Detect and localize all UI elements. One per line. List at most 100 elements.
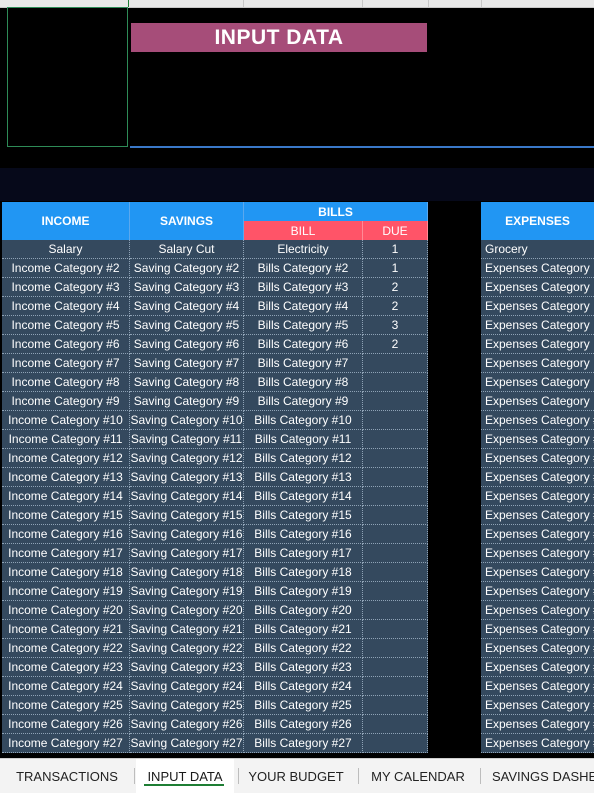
expense-cell[interactable]: Expenses Category <box>481 335 594 354</box>
savings-cell[interactable]: Saving Category #22 <box>130 639 244 658</box>
expense-cell[interactable]: Expenses Category <box>481 316 594 335</box>
bill-cell[interactable]: Bills Category #23 <box>244 658 363 677</box>
bill-cell[interactable]: Bills Category #13 <box>244 468 363 487</box>
bill-cell[interactable]: Bills Category #7 <box>244 354 363 373</box>
expense-cell[interactable]: Expenses Category # <box>481 468 594 487</box>
expense-cell[interactable]: Expenses Category # <box>481 544 594 563</box>
savings-cell[interactable]: Saving Category #14 <box>130 487 244 506</box>
bill-cell[interactable]: Bills Category #18 <box>244 563 363 582</box>
bill-cell[interactable]: Bills Category #21 <box>244 620 363 639</box>
income-cell[interactable]: Salary <box>2 240 130 259</box>
bill-cell[interactable]: Bills Category #24 <box>244 677 363 696</box>
due-cell[interactable] <box>363 620 428 639</box>
selected-cell[interactable] <box>7 7 128 147</box>
savings-cell[interactable]: Saving Category #18 <box>130 563 244 582</box>
income-cell[interactable]: Income Category #2 <box>2 259 130 278</box>
savings-cell[interactable]: Saving Category #25 <box>130 696 244 715</box>
due-cell[interactable] <box>363 354 428 373</box>
income-cell[interactable]: Income Category #6 <box>2 335 130 354</box>
income-cell[interactable]: Income Category #24 <box>2 677 130 696</box>
bill-cell[interactable]: Bills Category #8 <box>244 373 363 392</box>
bill-cell[interactable]: Bills Category #3 <box>244 278 363 297</box>
bill-cell[interactable]: Bills Category #15 <box>244 506 363 525</box>
income-cell[interactable]: Income Category #21 <box>2 620 130 639</box>
expense-cell[interactable]: Expenses Category # <box>481 563 594 582</box>
bill-cell[interactable]: Bills Category #16 <box>244 525 363 544</box>
expense-cell[interactable]: Expenses Category # <box>481 430 594 449</box>
bill-cell[interactable]: Bills Category #20 <box>244 601 363 620</box>
income-cell[interactable]: Income Category #9 <box>2 392 130 411</box>
due-cell[interactable] <box>363 430 428 449</box>
savings-cell[interactable]: Saving Category #2 <box>130 259 244 278</box>
savings-cell[interactable]: Saving Category #3 <box>130 278 244 297</box>
savings-cell[interactable]: Saving Category #15 <box>130 506 244 525</box>
expense-cell[interactable]: Expenses Category # <box>481 658 594 677</box>
bill-cell[interactable]: Bills Category #4 <box>244 297 363 316</box>
savings-cell[interactable]: Saving Category #9 <box>130 392 244 411</box>
bill-cell[interactable]: Bills Category #19 <box>244 582 363 601</box>
income-header[interactable]: INCOME <box>2 202 130 240</box>
bill-cell[interactable]: Bills Category #26 <box>244 715 363 734</box>
savings-cell[interactable]: Salary Cut <box>130 240 244 259</box>
due-cell[interactable]: 1 <box>363 240 428 259</box>
due-cell[interactable] <box>363 715 428 734</box>
bill-cell[interactable]: Bills Category #14 <box>244 487 363 506</box>
due-cell[interactable] <box>363 468 428 487</box>
expenses-header[interactable]: EXPENSES <box>481 202 594 240</box>
bill-cell[interactable]: Bills Category #5 <box>244 316 363 335</box>
expense-cell[interactable]: Expenses Category # <box>481 620 594 639</box>
savings-cell[interactable]: Saving Category #17 <box>130 544 244 563</box>
expense-cell[interactable]: Expenses Category <box>481 259 594 278</box>
expense-cell[interactable]: Grocery <box>481 240 594 259</box>
expense-cell[interactable]: Expenses Category <box>481 278 594 297</box>
due-subheader[interactable]: DUE <box>363 221 428 240</box>
due-cell[interactable] <box>363 639 428 658</box>
expense-cell[interactable]: Expenses Category # <box>481 487 594 506</box>
savings-cell[interactable]: Saving Category #6 <box>130 335 244 354</box>
tab-input-data[interactable]: INPUT DATA <box>136 759 234 793</box>
savings-header[interactable]: SAVINGS <box>130 202 244 240</box>
income-cell[interactable]: Income Category #22 <box>2 639 130 658</box>
income-cell[interactable]: Income Category #5 <box>2 316 130 335</box>
expense-cell[interactable]: Expenses Category # <box>481 411 594 430</box>
bill-cell[interactable]: Bills Category #17 <box>244 544 363 563</box>
savings-cell[interactable]: Saving Category #7 <box>130 354 244 373</box>
income-cell[interactable]: Income Category #20 <box>2 601 130 620</box>
savings-cell[interactable]: Saving Category #4 <box>130 297 244 316</box>
savings-cell[interactable]: Saving Category #21 <box>130 620 244 639</box>
due-cell[interactable] <box>363 544 428 563</box>
bill-cell[interactable]: Bills Category #2 <box>244 259 363 278</box>
due-cell[interactable] <box>363 411 428 430</box>
savings-cell[interactable]: Saving Category #20 <box>130 601 244 620</box>
income-cell[interactable]: Income Category #17 <box>2 544 130 563</box>
savings-cell[interactable]: Saving Category #11 <box>130 430 244 449</box>
due-cell[interactable] <box>363 582 428 601</box>
expense-cell[interactable]: Expenses Category <box>481 373 594 392</box>
due-cell[interactable] <box>363 563 428 582</box>
income-cell[interactable]: Income Category #19 <box>2 582 130 601</box>
due-cell[interactable]: 2 <box>363 297 428 316</box>
savings-cell[interactable]: Saving Category #10 <box>130 411 244 430</box>
due-cell[interactable] <box>363 601 428 620</box>
due-cell[interactable] <box>363 658 428 677</box>
income-cell[interactable]: Income Category #12 <box>2 449 130 468</box>
income-cell[interactable]: Income Category #15 <box>2 506 130 525</box>
income-cell[interactable]: Income Category #23 <box>2 658 130 677</box>
income-cell[interactable]: Income Category #14 <box>2 487 130 506</box>
bill-cell[interactable]: Bills Category #25 <box>244 696 363 715</box>
savings-cell[interactable]: Saving Category #26 <box>130 715 244 734</box>
income-cell[interactable]: Income Category #16 <box>2 525 130 544</box>
expense-cell[interactable]: Expenses Category # <box>481 639 594 658</box>
savings-cell[interactable]: Saving Category #23 <box>130 658 244 677</box>
due-cell[interactable] <box>363 677 428 696</box>
bill-cell[interactable]: Bills Category #6 <box>244 335 363 354</box>
bill-cell[interactable]: Bills Category #12 <box>244 449 363 468</box>
expense-cell[interactable]: Expenses Category # <box>481 582 594 601</box>
expense-cell[interactable]: Expenses Category <box>481 354 594 373</box>
due-cell[interactable]: 3 <box>363 316 428 335</box>
expense-cell[interactable]: Expenses Category # <box>481 715 594 734</box>
income-cell[interactable]: Income Category #26 <box>2 715 130 734</box>
income-cell[interactable]: Income Category #25 <box>2 696 130 715</box>
tab-your-budget[interactable]: YOUR BUDGET <box>240 759 352 793</box>
bill-cell[interactable]: Electricity <box>244 240 363 259</box>
